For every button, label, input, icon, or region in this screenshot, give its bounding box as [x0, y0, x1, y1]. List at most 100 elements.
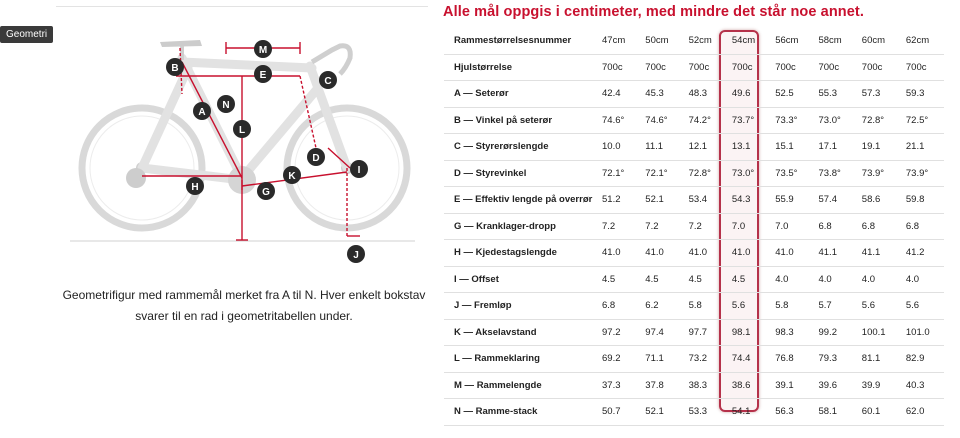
bike-geometry-diagram: B M E C A N L D I K H G J: [70, 40, 415, 263]
table-cell: 72.8°: [855, 107, 900, 134]
table-cell: 74.4: [725, 345, 770, 373]
table-cell: 41.0: [769, 239, 813, 267]
table-row: N — Ramme-stack 50.7 52.1 53.3 54.1 56.3 58.1 6…: [444, 398, 944, 426]
table-cell: 53.3: [682, 398, 726, 426]
table-cell: 49.6: [725, 80, 770, 108]
table-cell: 37.3: [596, 372, 640, 399]
table-row: D — Styrevinkel 72.1° 72.1° 72.8° 73.0° 73.5°…: [444, 160, 944, 187]
table-cell: 53.4: [682, 186, 726, 214]
row-label: E — Effektiv lengde på overrør: [444, 186, 596, 214]
table-cell: 56.3: [769, 398, 813, 426]
badge-n: N: [222, 100, 229, 111]
table-row: G — Kranklager-dropp 7.2 7.2 7.2 7.0 7.0 6.8 6.…: [444, 213, 944, 240]
table-cell: 4.5: [725, 266, 770, 293]
table-cell: 700c: [899, 54, 944, 81]
table-cell: 81.1: [855, 345, 900, 373]
table-cell: 71.1: [639, 345, 683, 373]
badge-i: I: [358, 165, 361, 176]
table-cell: 82.9: [899, 345, 944, 373]
table-cell: 7.2: [682, 213, 726, 240]
table-cell: 700c: [596, 54, 640, 81]
row-label: N — Ramme-stack: [444, 398, 596, 426]
table-cell: 45.3: [639, 80, 683, 108]
badge-e: E: [260, 70, 267, 81]
table-header-row: Rammestørrelsesnummer 47cm 50cm 52cm 54c…: [444, 28, 944, 55]
table-cell: 73.3°: [769, 107, 813, 134]
table-cell: 57.3: [855, 80, 900, 108]
size-header: 47cm: [596, 28, 640, 55]
size-header: 50cm: [639, 28, 683, 55]
table-cell: 5.6: [899, 292, 944, 320]
table-cell: 72.1°: [639, 160, 683, 187]
table-cell: 52.1: [639, 398, 683, 426]
badge-b: B: [171, 63, 178, 74]
table-cell: 60.1: [855, 398, 900, 426]
table-cell: 74.2°: [682, 107, 726, 134]
badge-c: C: [324, 76, 331, 87]
table-cell: 5.7: [812, 292, 856, 320]
table-cell: 97.4: [639, 319, 683, 346]
table-cell: 4.5: [596, 266, 640, 293]
badge-m: M: [259, 45, 267, 56]
table-cell: 6.8: [899, 213, 944, 240]
table-cell: 42.4: [596, 80, 640, 108]
table-cell: 38.6: [725, 372, 770, 399]
badge-k: K: [288, 171, 296, 182]
table-cell: 55.9: [769, 186, 813, 214]
table-cell: 41.1: [855, 239, 900, 267]
table-cell: 54.1: [725, 398, 770, 426]
table-cell: 74.6°: [596, 107, 640, 134]
table-cell: 39.9: [855, 372, 900, 399]
table-cell: 41.2: [899, 239, 944, 267]
table-cell: 98.3: [769, 319, 813, 346]
table-cell: 54.3: [725, 186, 770, 214]
size-header: 62cm: [899, 28, 944, 55]
row-label: A — Seterør: [444, 80, 596, 108]
table-cell: 39.1: [769, 372, 813, 399]
badge-a: A: [198, 107, 205, 118]
table-cell: 38.3: [682, 372, 726, 399]
badge-d: D: [312, 153, 319, 164]
table-cell: 5.8: [769, 292, 813, 320]
table-cell: 15.1: [769, 133, 813, 161]
table-cell: 62.0: [899, 398, 944, 426]
table-cell: 76.8: [769, 345, 813, 373]
table-cell: 4.0: [899, 266, 944, 293]
table-cell: 11.1: [639, 133, 683, 161]
table-cell: 17.1: [812, 133, 856, 161]
table-cell: 700c: [812, 54, 856, 81]
row-label: Hjulstørrelse: [444, 54, 596, 81]
badge-g: G: [262, 187, 270, 198]
table-cell: 37.8: [639, 372, 683, 399]
table-cell: 79.3: [812, 345, 856, 373]
table-row: A — Seterør 42.4 45.3 48.3 49.6 52.5 55.3 57.3 5…: [444, 80, 944, 108]
size-header: 56cm: [769, 28, 813, 55]
table-cell: 73.0°: [725, 160, 770, 187]
table-cell: 12.1: [682, 133, 726, 161]
table-cell: 73.2: [682, 345, 726, 373]
size-header: 58cm: [812, 28, 856, 55]
table-cell: 50.7: [596, 398, 640, 426]
table-cell: 41.0: [596, 239, 640, 267]
table-cell: 73.0°: [812, 107, 856, 134]
table-cell: 5.6: [855, 292, 900, 320]
row-label: M — Rammelengde: [444, 372, 596, 399]
table-cell: 7.0: [769, 213, 813, 240]
table-row: E — Effektiv lengde på overrør 51.2 52.1 53…: [444, 186, 944, 214]
table-cell: 4.0: [855, 266, 900, 293]
top-divider: [56, 6, 428, 7]
geometry-table: Rammestørrelsesnummer 47cm 50cm 52cm 54c…: [444, 28, 944, 426]
table-cell: 52.1: [639, 186, 683, 214]
table-cell: 6.8: [812, 213, 856, 240]
geometry-tab[interactable]: Geometri: [0, 26, 54, 43]
size-header: 52cm: [682, 28, 726, 55]
header-label: Rammestørrelsesnummer: [444, 28, 596, 55]
table-cell: 10.0: [596, 133, 640, 161]
table-cell: 6.8: [855, 213, 900, 240]
table-row: K — Akselavstand 97.2 97.4 97.7 98.1 98.3 99.2…: [444, 319, 944, 346]
size-header: 60cm: [855, 28, 900, 55]
table-cell: 6.8: [596, 292, 640, 320]
table-cell: 72.1°: [596, 160, 640, 187]
table-cell: 73.9°: [899, 160, 944, 187]
size-header-highlighted: 54cm: [725, 28, 770, 55]
